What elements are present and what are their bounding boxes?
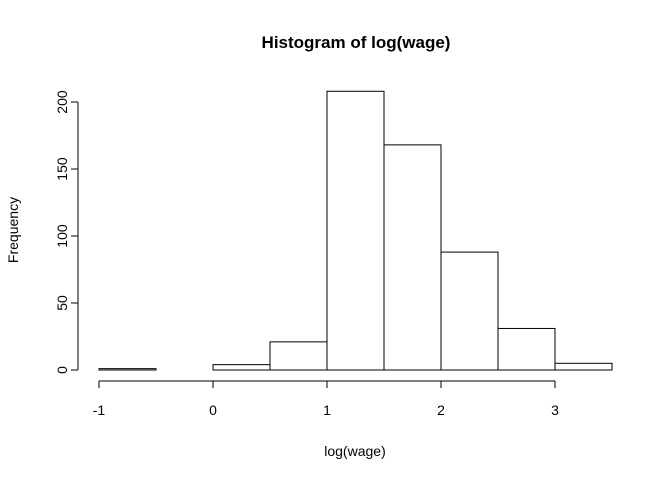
histogram-bar-3 xyxy=(269,341,328,371)
chart-title: Histogram of log(wage) xyxy=(262,33,451,52)
y-tick-label: 200 xyxy=(54,90,70,114)
y-axis-ticks: 0 50 100 150 200 xyxy=(54,90,78,374)
histogram-bar-7 xyxy=(497,327,556,371)
x-axis-label: log(wage) xyxy=(324,443,385,459)
histogram-bar-0 xyxy=(98,368,157,371)
x-tick-label: 0 xyxy=(209,402,217,418)
x-tick-label: 1 xyxy=(323,402,331,418)
histogram-bar-8 xyxy=(554,362,613,371)
histogram-bar-4 xyxy=(326,90,385,371)
y-tick-label: 150 xyxy=(54,157,70,181)
histogram-bar-5 xyxy=(383,144,442,371)
histogram-bar-2 xyxy=(212,364,271,371)
bars-group xyxy=(98,90,613,371)
histogram-bar-6 xyxy=(440,251,499,371)
x-tick-label: -1 xyxy=(93,402,106,418)
y-tick-label: 50 xyxy=(54,295,70,311)
x-axis-ticks: -1 0 1 2 3 xyxy=(93,381,559,418)
y-axis-label: Frequency xyxy=(5,197,21,263)
x-tick-label: 2 xyxy=(437,402,445,418)
y-tick-label: 0 xyxy=(54,366,70,374)
y-tick-label: 100 xyxy=(54,224,70,248)
x-tick-label: 3 xyxy=(551,402,559,418)
